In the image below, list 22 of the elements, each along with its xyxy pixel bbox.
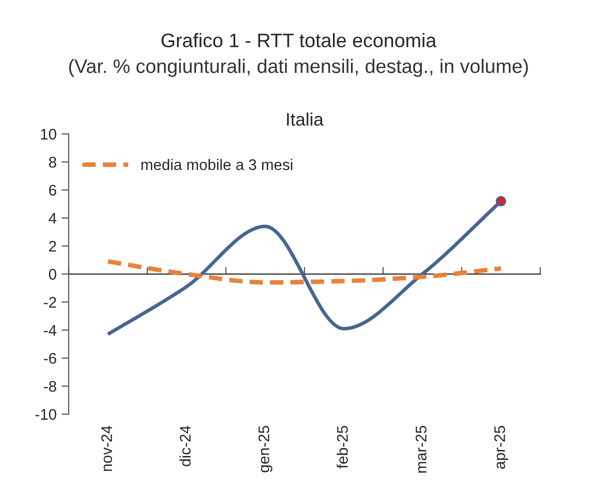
y-tick-label: -10 xyxy=(35,409,56,420)
y-tick-label: -6 xyxy=(44,352,56,364)
line-series xyxy=(106,259,504,285)
x-tick-label: nov-24 xyxy=(101,426,112,471)
y-tick-label: 6 xyxy=(49,184,56,196)
y-tick-label: -8 xyxy=(44,381,56,392)
x-tick-label: mar-25 xyxy=(416,426,426,473)
y-tick-label: 8 xyxy=(49,156,56,168)
y-tick-label: 4 xyxy=(48,213,56,224)
x-tick-label: apr-25 xyxy=(494,426,508,469)
chart-title: Grafico 1 - RTT totale economia xyxy=(162,33,436,48)
y-tick-label: 10 xyxy=(41,128,56,140)
y-tick-label: 0 xyxy=(48,268,56,280)
y-tick-label: 2 xyxy=(49,240,56,252)
chart-subtitle: (Var. % congiunturali, dati mensili, destag., in volume) xyxy=(69,58,528,77)
y-tick-label: -2 xyxy=(44,296,56,308)
x-tick-label: feb-25 xyxy=(336,426,348,468)
x-tick-label: gen-25 xyxy=(258,426,272,472)
legend-label: media mobile a 3 mesi xyxy=(141,158,292,170)
y-tick-label: -4 xyxy=(44,325,56,336)
text: Italia xyxy=(287,112,324,126)
x-tick-label: dic-24 xyxy=(179,426,191,466)
